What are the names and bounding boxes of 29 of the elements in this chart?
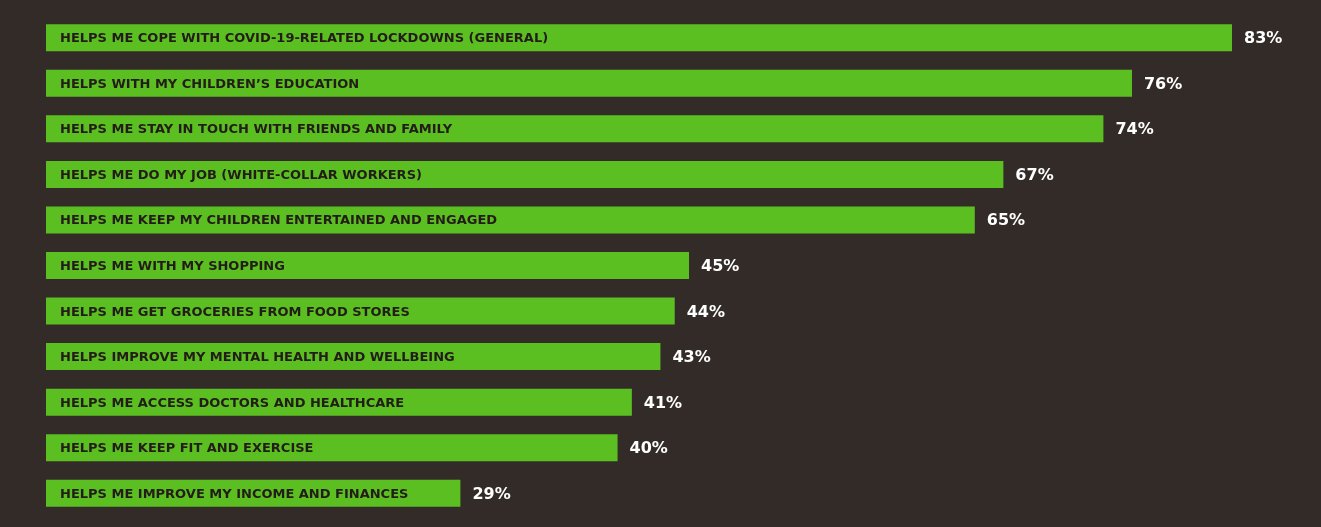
y-tick-label: HELPS ME STAY IN TOUCH WITH FRIENDS AND FAMILY (60, 121, 453, 137)
data-label: 43% (672, 347, 711, 367)
y-tick-label: HELPS ME IMPROVE MY INCOME AND FINANCES (60, 485, 409, 501)
data-label: 76% (1143, 73, 1183, 93)
data-label: 83% (1244, 28, 1283, 48)
bar (46, 24, 1232, 52)
bar (46, 434, 618, 462)
bar (46, 252, 690, 279)
y-tick-label: HELPS ME WITH MY SHOPPING (60, 258, 285, 273)
data-label: 29% (472, 483, 511, 503)
bar (46, 160, 1004, 188)
bar (46, 115, 1104, 143)
data-label: 44% (686, 301, 726, 321)
bar (46, 69, 1132, 97)
data-label: 67% (1015, 164, 1054, 184)
y-tick-label: HELPS ME KEEP MY CHILDREN ENTERTAINED AND ENGAGED (60, 212, 498, 228)
data-label: 41% (643, 392, 683, 412)
y-tick-label: HELPS ME GET GROCERIES FROM FOOD STORES (60, 303, 410, 319)
bar (46, 206, 975, 234)
data-label: 40% (629, 438, 668, 458)
data-label: 45% (701, 256, 740, 275)
y-tick-label: HELPS ME COPE WITH COVID-19-RELATED LOCKDOWNS (GENERAL) (60, 30, 549, 46)
data-label: 74% (1115, 119, 1154, 139)
data-label: 65% (986, 210, 1026, 230)
y-tick-label: HELPS ME DO MY JOB (WHITE-COLLAR WORKERS) (60, 166, 422, 182)
y-tick-label: HELPS ME KEEP FIT AND EXERCISE (60, 440, 314, 456)
y-tick-label: HELPS WITH MY CHILDREN’S EDUCATION (60, 75, 360, 91)
y-tick-label: HELPS ME ACCESS DOCTORS AND HEALTHCARE (60, 394, 405, 410)
y-tick-label: HELPS IMPROVE MY MENTAL HEALTH AND WELLBEING (60, 349, 455, 365)
